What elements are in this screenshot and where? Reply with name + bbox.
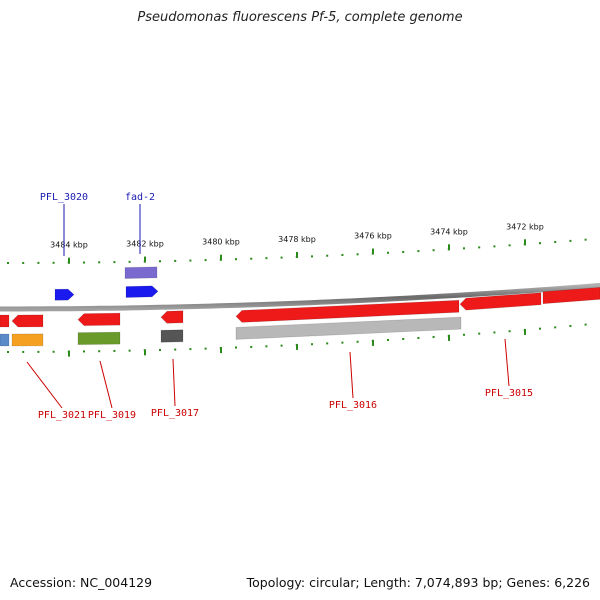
gene-upstream-purple [124, 266, 158, 279]
gene-edge-right [542, 286, 600, 305]
scale-label: 3478 kbp [278, 235, 316, 244]
track-green [77, 331, 121, 346]
backbone-arc [0, 282, 600, 312]
gene-pfl-3021 [11, 314, 44, 328]
scale-label: 3484 kbp [50, 241, 88, 250]
label-pfl-3015: PFL_3015 [485, 388, 533, 399]
label-pfl-3017: PFL_3017 [151, 408, 199, 419]
scale-label: 3476 kbp [354, 232, 392, 241]
gene-edge-left [0, 314, 10, 328]
accession-text: Accession: NC_004129 [10, 575, 153, 590]
genome-backbone [0, 282, 600, 312]
gene-pfl-3016 [235, 299, 460, 323]
label-pfl-3015-leader [504, 338, 510, 387]
label-pfl-3021: PFL_3021 [38, 410, 86, 421]
label-pfl-3020: PFL_3020 [40, 192, 88, 203]
label-pfl-3019: PFL_3019 [88, 410, 136, 421]
label-pfl-3021-leader [26, 361, 63, 409]
track-orange [11, 333, 44, 347]
map-title: Pseudomonas fluorescens Pf-5, complete g… [137, 10, 463, 25]
feature-labels: PFL_3020 fad-2 PFL_3021 PFL_3019 PFL_3017 PFL… [26, 192, 533, 421]
label-pfl-3016-leader [349, 351, 354, 399]
track-dark-grey [160, 329, 184, 343]
gene-features [0, 266, 600, 347]
label-fad-2: fad-2 [125, 192, 155, 203]
label-pfl-3016: PFL_3016 [329, 400, 377, 411]
gene-fad-2 [125, 285, 159, 298]
scale-label: 3482 kbp [126, 240, 164, 249]
genome-summary-text: Topology: circular; Length: 7,074,893 bp… [246, 575, 590, 590]
scale-ticks: 3484 kbp 3482 kbp 3480 kbp 3478 kbp 3476 kbp… [7, 222, 587, 357]
track-light-grey [235, 316, 462, 340]
gene-pfl-3019 [77, 312, 121, 327]
label-pfl-3017-leader [172, 358, 176, 407]
label-pfl-3019-leader [99, 360, 113, 409]
scale-label: 3472 kbp [506, 222, 544, 231]
gene-pfl-3017 [160, 310, 184, 324]
gene-pfl-3015 [459, 292, 542, 311]
scale-label: 3474 kbp [430, 227, 468, 236]
track-blue [0, 333, 10, 347]
gene-pfl-3020 [54, 288, 75, 301]
scale-label: 3480 kbp [202, 238, 240, 247]
